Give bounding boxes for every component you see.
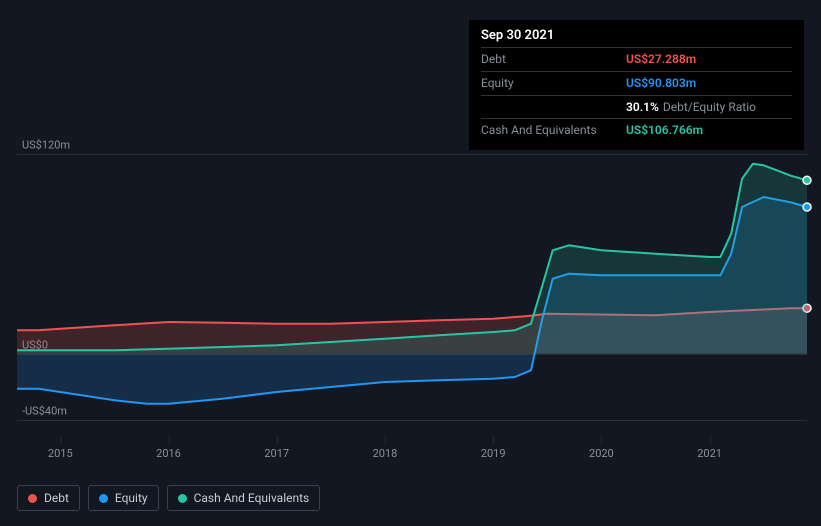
- x-tick: [385, 437, 386, 443]
- chart-plot: [17, 137, 807, 437]
- x-tick: [277, 437, 278, 443]
- x-axis-label: 2019: [481, 447, 506, 460]
- chart-area: US$120mUS$0-US$40m 201520162017201820192…: [17, 137, 807, 437]
- x-axis-label: 2021: [697, 447, 722, 460]
- tooltip-label: Cash And Equivalents: [481, 122, 626, 139]
- tooltip-label: Equity: [481, 75, 626, 92]
- tooltip-row: EquityUS$90.803m: [481, 71, 792, 95]
- tooltip-label: [481, 99, 626, 116]
- tooltip-row: 30.1%Debt/Equity Ratio: [481, 95, 792, 119]
- tooltip-date: Sep 30 2021: [481, 28, 792, 47]
- legend-dot-icon: [99, 494, 108, 503]
- series-end-marker: [803, 176, 811, 184]
- x-axis-label: 2017: [264, 447, 289, 460]
- legend-item[interactable]: Debt: [17, 485, 80, 511]
- tooltip-value: US$90.803m: [626, 75, 696, 92]
- legend-label: Debt: [44, 491, 69, 505]
- tooltip-suffix: Debt/Equity Ratio: [663, 99, 756, 116]
- x-tick: [169, 437, 170, 443]
- legend-dot-icon: [28, 494, 37, 503]
- tooltip-value: 30.1%: [626, 99, 659, 116]
- legend-dot-icon: [178, 494, 187, 503]
- tooltip-row: DebtUS$27.288m: [481, 47, 792, 71]
- tooltip-value: US$27.288m: [626, 51, 696, 68]
- x-tick: [60, 437, 61, 443]
- legend-label: Cash And Equivalents: [194, 491, 310, 505]
- legend-item[interactable]: Cash And Equivalents: [167, 485, 321, 511]
- x-axis-label: 2015: [48, 447, 73, 460]
- x-axis-label: 2020: [589, 447, 614, 460]
- chart-tooltip: Sep 30 2021 DebtUS$27.288mEquityUS$90.80…: [469, 20, 804, 150]
- tooltip-label: Debt: [481, 51, 626, 68]
- tooltip-row: Cash And EquivalentsUS$106.766m: [481, 118, 792, 142]
- x-tick: [710, 437, 711, 443]
- x-tick: [493, 437, 494, 443]
- tooltip-rows: DebtUS$27.288mEquityUS$90.803m30.1%Debt/…: [481, 47, 792, 142]
- chart-legend: Debt Equity Cash And Equivalents: [17, 485, 320, 511]
- legend-label: Equity: [115, 491, 148, 505]
- x-axis-label: 2016: [156, 447, 181, 460]
- x-axis-label: 2018: [373, 447, 398, 460]
- tooltip-value: US$106.766m: [626, 122, 703, 139]
- x-tick: [601, 437, 602, 443]
- legend-item[interactable]: Equity: [88, 485, 159, 511]
